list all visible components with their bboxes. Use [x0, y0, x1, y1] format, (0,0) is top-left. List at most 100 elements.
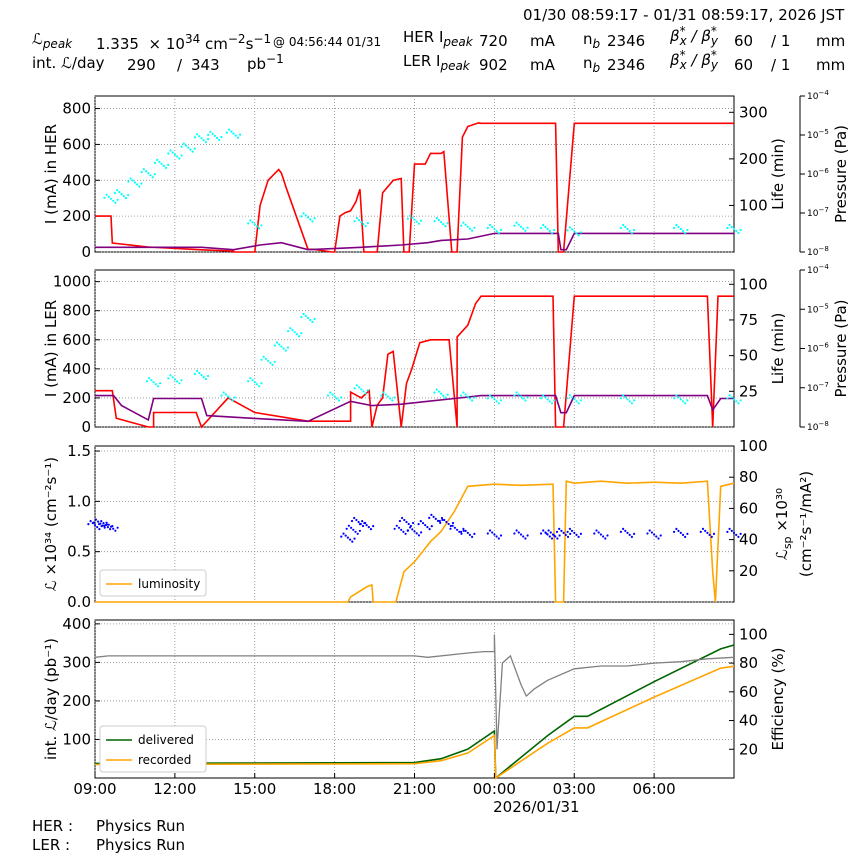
footer-ler-status: Physics Run	[96, 836, 186, 854]
intl-slash: /	[177, 56, 183, 74]
panel3-specific-point	[491, 531, 494, 534]
panel2-lifetime-point	[264, 357, 267, 360]
panel2-lifetime-point	[298, 335, 301, 338]
panel1-lifetime-point	[153, 173, 156, 176]
panel3-specific-point	[361, 524, 365, 528]
panel2-ylabel: I (mA) in LER	[42, 300, 60, 397]
panel3-specific-point	[349, 538, 352, 541]
panel3-specific-point	[599, 533, 603, 536]
panel2-lifetime-point	[148, 377, 151, 380]
panel3-specific-point	[655, 535, 658, 538]
panel2-lifetime-point	[515, 391, 518, 394]
panel1-lifetime-point	[140, 171, 143, 174]
panel1-lifetime-point	[515, 221, 518, 224]
panel2-lifetime-point	[258, 385, 261, 388]
panel1-lifetime-point	[415, 220, 418, 223]
panel4-y2tick-label: 20	[739, 740, 758, 758]
panel3-specific-point	[87, 523, 90, 526]
panel3-specific-point	[673, 530, 676, 534]
panel3-y2tick-label: 60	[739, 499, 758, 517]
panel1-pressure-label: Pressure (Pa)	[832, 125, 850, 223]
panel3-specific-point	[593, 532, 596, 535]
panel3-specific-point	[421, 522, 425, 525]
panel1-lifetime-point	[442, 223, 445, 226]
ler-ipeak-value: 902	[479, 56, 508, 74]
panel2-lifetime-point	[519, 395, 523, 398]
intl-unit: pb−1	[247, 52, 284, 73]
panel2-lifetime-point	[360, 388, 363, 391]
panel2-lifetime-point	[499, 399, 503, 402]
her-betax-value: 60	[734, 32, 754, 50]
panel3-specific-point	[624, 529, 627, 533]
panel3-specific-point	[675, 527, 678, 531]
panel1-lifetime-point	[114, 201, 117, 204]
panel3-specific-point	[109, 525, 113, 528]
panel4-legend-label: delivered	[138, 733, 194, 747]
panel2-lifetime-point	[311, 320, 314, 324]
panel2-lifetime-point	[739, 399, 742, 402]
panel3-specific-point	[98, 523, 101, 526]
panel1-lifetime-point	[149, 174, 152, 177]
her-nb-label: nb	[583, 30, 601, 51]
panel1-lifetime-point	[196, 133, 199, 136]
panel1-pressure-line	[95, 232, 734, 251]
panel3-ytick-label: 0.5	[67, 543, 91, 561]
panel2-lifetime-point	[176, 380, 179, 383]
panel2-lifetime-point	[224, 393, 227, 396]
panel1-lifetime-point	[406, 217, 409, 220]
panel2-lifetime-point	[313, 317, 316, 321]
panel2-lifetime-point	[544, 396, 547, 399]
panel2-lifetime-point	[171, 376, 174, 379]
panel1-lifetime-point	[173, 153, 176, 156]
panel2-lifetime-point	[247, 380, 250, 383]
panel2-lifetime-point	[333, 395, 336, 398]
panel3-specific-point	[369, 528, 373, 531]
panel2-lifetime-point	[326, 394, 330, 397]
panel2-lifetime-point	[619, 397, 623, 400]
panel3-specific-point	[92, 521, 95, 524]
panel1-ytick-label: 0	[81, 243, 91, 261]
panel2-lifetime-point	[337, 399, 341, 402]
panel1-pressure-tick-label: 10−6	[807, 167, 829, 180]
panel2-y2tick-label: 25	[739, 382, 758, 400]
panel1-lifetime-point	[732, 227, 736, 231]
panel3-specific-point	[401, 516, 404, 520]
panel4-xtick-label: 00:00	[473, 780, 516, 798]
panel1-lifetime-point	[570, 228, 574, 231]
panel1-lifetime-point	[548, 229, 551, 233]
panel3-specific-point	[350, 526, 353, 529]
panel3-specific-point	[443, 518, 446, 522]
panel1-ytick-label: 800	[62, 100, 91, 118]
panel1-y2tick-label: 300	[739, 103, 768, 121]
panel2-lifetime-point	[207, 374, 210, 378]
panel1-lifetime-point	[730, 225, 733, 229]
panel2-lifetime-point	[628, 400, 631, 403]
panel3-specific-point	[466, 531, 469, 535]
panel2-lifetime-point	[222, 391, 225, 394]
ler-nb-label: nb	[583, 54, 601, 75]
panel3-specific-point	[413, 530, 416, 533]
panel1-lifetime-point	[171, 151, 174, 154]
panel3-y2tick-label: 40	[739, 531, 758, 549]
panel1-lifetime-point	[167, 152, 170, 155]
panel4-xtick-label: 12:00	[153, 780, 196, 798]
panel3-specific-point	[728, 527, 731, 531]
panel3-specific-point	[628, 533, 631, 537]
panel3-specific-point	[103, 524, 106, 527]
panel3-specific-point	[367, 526, 370, 529]
panel3-specific-point	[657, 537, 660, 540]
ler-beta-label: β*x / β*y	[670, 48, 718, 72]
panel2-lifetime-point	[726, 397, 729, 400]
panel1-lifetime-point	[313, 217, 316, 220]
panel4-ylabel: int. ℒ/day (pb⁻¹)	[42, 638, 60, 760]
panel3-specific-point	[566, 530, 569, 534]
panel1-lifetime-point	[420, 219, 423, 222]
panel1-lifetime-point	[364, 225, 367, 228]
panel3-specific-point	[712, 532, 716, 536]
panel3-specific-point	[497, 537, 500, 540]
panel3-specific-point	[417, 534, 420, 537]
panel3-specific-point	[109, 528, 112, 531]
panel3-specific-point	[342, 532, 345, 535]
panel1-lifetime-point	[577, 234, 580, 237]
panel2-lifetime-point	[267, 359, 270, 362]
